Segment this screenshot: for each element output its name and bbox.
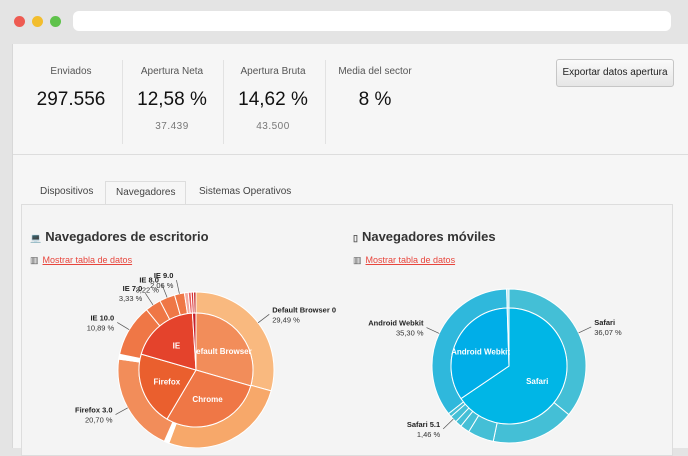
- address-bar[interactable]: [73, 11, 671, 31]
- stat-enviados: Enviados 297.556: [21, 44, 121, 144]
- leader-line: [578, 326, 592, 334]
- mobile-outer-slice[interactable]: [506, 288, 510, 309]
- stat-label: Apertura Bruta: [240, 66, 306, 77]
- data-label-name: IE 7.0: [123, 284, 143, 293]
- close-window-button[interactable]: [14, 16, 25, 27]
- slice-label: Firefox: [154, 378, 181, 387]
- divider: [325, 60, 326, 144]
- desktop-title-text: Navegadores de escritorio: [45, 229, 209, 244]
- data-label-name: Android Webkit: [368, 319, 424, 328]
- stat-sub: 37.439: [155, 121, 189, 132]
- slice-label: Default Browser: [190, 347, 251, 356]
- mobile-inner-slice[interactable]: [450, 307, 510, 400]
- desktop-title: 💻 Navegadores de escritorio: [30, 229, 209, 244]
- data-label-value: 35,30 %: [396, 329, 424, 338]
- stat-sub: 43.500: [256, 121, 290, 132]
- data-label-value: 29,49 %: [272, 315, 300, 324]
- tab-navegadores[interactable]: Navegadores: [105, 181, 187, 204]
- minimize-window-button[interactable]: [32, 16, 43, 27]
- slice-label: Safari: [526, 377, 548, 386]
- leader-line: [176, 280, 180, 294]
- tab-dispositivos[interactable]: Dispositivos: [40, 186, 94, 197]
- desktop-show-table-link[interactable]: ▥ Mostrar tabla de datos: [30, 255, 132, 266]
- mobile-icon: ▯: [353, 233, 358, 243]
- leader-line: [161, 284, 168, 298]
- data-label-value: 10,89 %: [87, 323, 115, 332]
- table-icon: ▥: [30, 255, 39, 265]
- leader-line: [115, 407, 128, 415]
- table-icon: ▥: [353, 255, 362, 265]
- leader-line: [426, 327, 440, 334]
- data-label-name: IE 8.0: [139, 276, 159, 285]
- desktop-link-text[interactable]: Mostrar tabla de datos: [42, 255, 133, 265]
- mobile-inner-slice[interactable]: [460, 307, 568, 425]
- laptop-icon: 💻: [30, 233, 42, 243]
- stat-value: 14,62 %: [238, 89, 308, 110]
- leader-line: [145, 293, 154, 306]
- slice-label: Android Webkit: [451, 348, 510, 357]
- mobile-title-text: Navegadores móviles: [361, 229, 496, 244]
- leader-line: [257, 314, 270, 324]
- data-label-name: Default Browser 0: [272, 305, 336, 314]
- divider: [223, 60, 224, 144]
- data-label-name: IE 10.0: [90, 313, 114, 322]
- stat-apertura-neta: Apertura Neta 12,58 % 37.439: [122, 44, 222, 144]
- export-button[interactable]: Exportar datos apertura: [556, 59, 674, 87]
- leader-line: [117, 322, 130, 330]
- stat-label: Media del sector: [338, 66, 412, 77]
- browser-chrome: [0, 0, 688, 44]
- mobile-title: ▯ Navegadores móviles: [353, 229, 496, 244]
- data-label-value: 3,33 %: [119, 294, 143, 303]
- leader-line: [442, 418, 454, 430]
- stat-label: Enviados: [50, 66, 92, 77]
- tab-sistemas-operativos[interactable]: Sistemas Operativos: [199, 186, 292, 197]
- stat-media-sector: Media del sector 8 %: [325, 44, 425, 144]
- stat-apertura-bruta: Apertura Bruta 14,62 % 43.500: [223, 44, 323, 144]
- desktop-inner-slice[interactable]: [195, 312, 254, 387]
- stat-label: Apertura Neta: [140, 66, 204, 77]
- stat-value: 12,58 %: [137, 89, 207, 110]
- slice-label: IE: [173, 342, 181, 351]
- mobile-inner-slice[interactable]: [506, 307, 510, 367]
- desktop-outer-slice[interactable]: [193, 291, 197, 314]
- data-label-value: 36,07 %: [594, 328, 622, 337]
- stat-value: 297.556: [36, 89, 106, 110]
- data-label-name: IE 9.0: [154, 271, 174, 280]
- data-label-value: 20,70 %: [85, 416, 113, 425]
- desktop-inner-slice[interactable]: [191, 312, 197, 371]
- data-label-value: 2,06 %: [150, 281, 174, 290]
- desktop-inner-slice[interactable]: [140, 312, 197, 371]
- mobile-link-text[interactable]: Mostrar tabla de datos: [365, 255, 456, 265]
- desktop-inner-slice[interactable]: [138, 353, 197, 420]
- data-label-name: Safari 5.1: [407, 420, 440, 429]
- data-label-name: Firefox 3.0: [75, 406, 113, 415]
- divider: [13, 154, 688, 155]
- divider: [122, 60, 123, 144]
- data-label-name: Safari: [594, 318, 615, 327]
- slice-label: Chrome: [192, 395, 223, 404]
- data-label-value: 3,22 %: [136, 286, 160, 295]
- maximize-window-button[interactable]: [50, 16, 61, 27]
- stat-value: 8 %: [358, 89, 392, 110]
- data-label-value: 1,46 %: [417, 430, 441, 439]
- mobile-show-table-link[interactable]: ▥ Mostrar tabla de datos: [353, 255, 455, 266]
